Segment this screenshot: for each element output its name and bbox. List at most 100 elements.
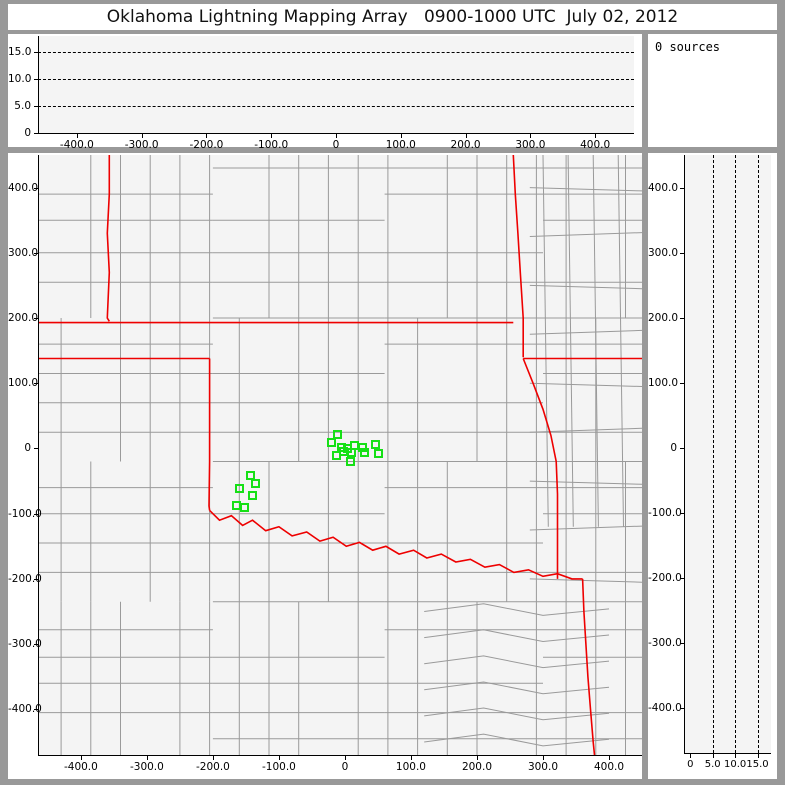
x-tick-400 [595,134,597,138]
x-tick-label--200: -200.0 [195,761,230,773]
x-tick--200 [212,756,214,760]
state-line-ks-mo [512,155,524,358]
time-height-panel[interactable]: -400.0 -300.0 -200.0 -100.0 0 100.0 200.0 300.0… [8,34,642,151]
x-tick--200 [206,134,208,138]
x-tick-400 [608,756,610,760]
y-tick--200 [680,577,684,579]
county-line-east-v-0 [542,155,549,527]
county-line-east-h-3 [529,329,642,335]
county-line-east-v-2 [592,155,599,527]
x-tick-label--200: -200.0 [189,139,224,151]
x-tick-label--300: -300.0 [129,761,164,773]
x-tick-label-400: 400.0 [593,761,625,773]
lightning-source-marker [250,479,260,489]
map-plot-area[interactable] [38,155,642,755]
gridline-x-5 [712,155,714,753]
y-tick-0 [34,448,38,450]
y-tick-300 [34,252,38,254]
x-tick-label-5: 5.0 [704,759,721,770]
x-tick-label--300: -300.0 [124,139,159,151]
x-tick-10 [735,754,737,758]
lightning-source-marker [327,438,337,448]
x-tick-15 [757,754,759,758]
time-height-plot-area[interactable] [38,36,634,133]
y-tick--300 [680,642,684,644]
county-line-east-v-1 [567,155,574,527]
x-tick-100 [400,134,402,138]
x-tick-label--100: -100.0 [262,761,296,773]
x-tick--300 [146,756,148,760]
county-line-east-h-2 [529,284,642,290]
x-tick-label-10: 10.0 [723,759,747,770]
y-tick-label--200: -200.0 [648,571,682,584]
gridline-y-10 [38,79,634,81]
x-tick-200 [465,134,467,138]
x-tick-label-0: 0 [341,761,349,773]
y-tick-label-400: 400.0 [648,181,679,194]
gridline-y-5 [38,106,634,108]
y-tick--400 [680,707,684,709]
county-line-east-h-4 [529,382,642,387]
altitude-plot-area[interactable] [684,155,771,753]
y-tick-100 [680,382,684,384]
county-line-east-h-1 [529,232,642,237]
x-tick-label-100: 100.0 [385,139,416,151]
x-tick-label-0: 0 [687,759,694,770]
page-title: Oklahoma Lightning Mapping Array 0900-10… [106,7,679,27]
x-tick-label-200: 200.0 [450,139,481,151]
x-tick-0 [344,756,346,760]
y-tick-label-10: 10.0 [8,73,32,86]
x-tick--100 [278,756,280,760]
y-tick-label--100: -100.0 [648,506,682,519]
x-tick--400 [80,756,82,760]
lightning-source-marker [240,502,250,512]
source-count-label: 0 sources [655,40,721,54]
x-tick-label--100: -100.0 [254,139,289,151]
y-tick-400 [680,187,684,189]
x-axis-line [38,133,634,134]
y-tick--400 [34,709,38,711]
state-line-tx-ar-east [581,578,596,755]
lightning-source-marker [370,440,380,450]
lightning-source-marker [373,449,383,459]
county-line-east-h-0 [529,187,642,192]
source-count-panel: 0 sources [648,34,777,147]
lightning-source-marker [346,457,356,466]
lightning-source-marker [248,490,257,500]
x-tick-label-0: 0 [332,139,340,151]
y-tick-label-0: 0 [670,441,677,454]
altitude-histogram-panel[interactable]: 0 5.0 10.0 15.0 -400.0 -300.0 -200.0 -100.0 0 100… [648,153,777,779]
x-tick-200 [476,756,478,760]
title-bar: Oklahoma Lightning Mapping Array 0900-10… [8,4,777,30]
y-tick-label-15: 15.0 [8,46,32,59]
y-tick-15 [34,52,38,54]
y-tick--100 [34,513,38,515]
county-line-se-4 [424,707,610,721]
x-tick-label-100: 100.0 [395,761,426,773]
y-tick-label-100: 100.0 [8,377,39,390]
county-line-se-1 [424,629,610,643]
lightning-source-marker [360,447,370,457]
gridline-x-10 [735,155,737,753]
x-tick-label--400: -400.0 [63,761,98,773]
y-tick-label-300: 300.0 [648,246,679,259]
county-line-se-3 [424,681,610,695]
x-tick-label-400: 400.0 [580,139,611,151]
plan-view-map-panel[interactable]: -400.0 -300.0 -200.0 -100.0 0 100.0 200.0 300.0… [8,153,642,779]
y-tick-label-200: 200.0 [648,311,679,324]
y-tick--300 [34,644,38,646]
y-tick-5 [34,106,38,108]
map-geography [38,155,642,755]
county-line-se-0 [424,603,610,616]
y-axis-line [38,36,39,134]
county-line-east-h-7 [529,525,642,531]
y-tick-label-300: 300.0 [8,246,39,259]
x-tick--400 [76,134,78,138]
x-tick-0 [336,134,337,138]
county-line-se-2 [424,655,610,669]
x-tick-label-300: 300.0 [515,139,546,151]
y-tick-label--200: -200.0 [8,572,42,585]
state-line-co-ks-west [106,155,111,322]
y-tick-label--400: -400.0 [648,701,682,714]
